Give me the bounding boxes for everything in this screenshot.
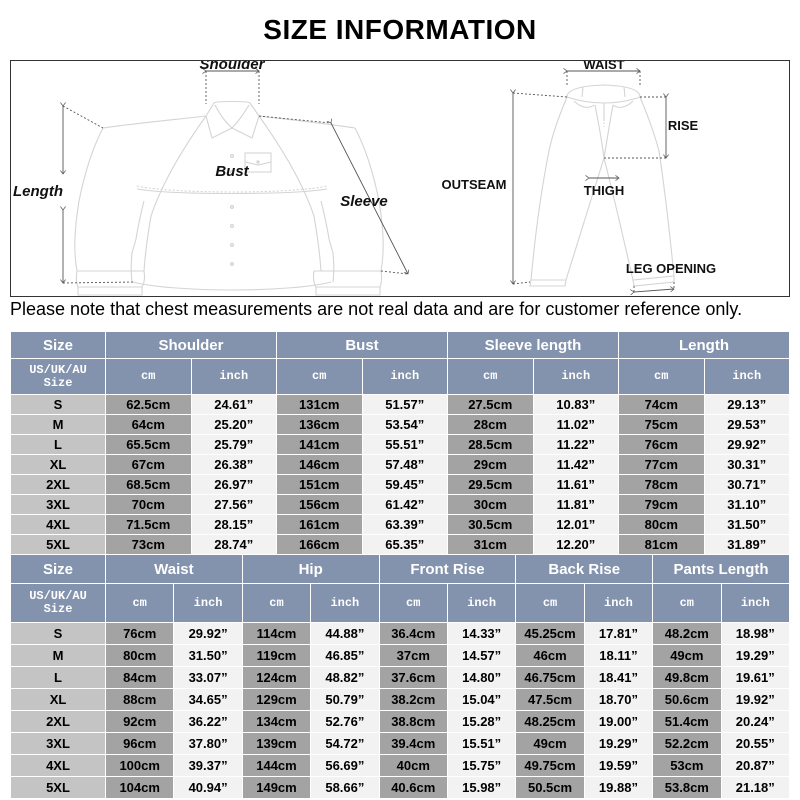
svg-text:Bust: Bust	[215, 163, 249, 180]
svg-text:Length: Length	[13, 183, 63, 200]
svg-text:LEG OPENING: LEG OPENING	[626, 261, 716, 276]
svg-text:Shoulder: Shoulder	[199, 61, 265, 73]
svg-text:THIGH: THIGH	[584, 183, 624, 198]
svg-text:Sleeve: Sleeve	[340, 193, 388, 210]
svg-text:WAIST: WAIST	[583, 61, 624, 72]
svg-text:OUTSEAM: OUTSEAM	[442, 177, 507, 192]
svg-text:RISE: RISE	[668, 118, 699, 133]
